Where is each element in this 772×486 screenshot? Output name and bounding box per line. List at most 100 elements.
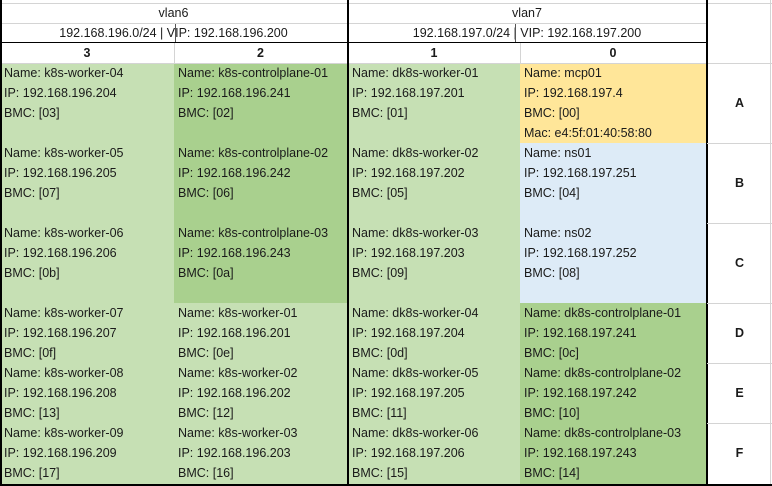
vlan6-header[interactable]: vlan6 <box>158 6 189 20</box>
server-bmc-text: BMC: [15] <box>352 466 408 480</box>
server-name-text: Name: dk8s-worker-02 <box>352 146 479 160</box>
grid-line <box>0 23 706 24</box>
server-block-d1[interactable]: Name: dk8s-worker-04 IP: 192.168.197.204 B… <box>348 303 520 363</box>
server-name-text: Name: dk8s-worker-01 <box>352 66 479 80</box>
server-block-f0[interactable]: Name: dk8s-controlplane-03 IP: 192.168.19… <box>520 423 706 485</box>
server-block-f3[interactable]: Name: k8s-worker-09 IP: 192.168.196.209 BM… <box>0 423 174 485</box>
server-ip-text: IP: 192.168.197.251 <box>524 166 637 180</box>
server-block-c2[interactable]: Name: k8s-controlplane-03 IP: 192.168.196… <box>174 223 348 303</box>
server-block-d3[interactable]: Name: k8s-worker-07 IP: 192.168.196.207 BM… <box>0 303 174 363</box>
server-ip-text: IP: 192.168.196.242 <box>178 166 291 180</box>
server-block-d0[interactable]: Name: dk8s-controlplane-01 IP: 192.168.19… <box>520 303 706 363</box>
server-block-e1[interactable]: Name: dk8s-worker-05 IP: 192.168.197.205 B… <box>348 363 520 423</box>
server-block-a2[interactable]: Name: k8s-controlplane-01 IP: 192.168.196… <box>174 63 348 143</box>
server-name-text: Name: dk8s-controlplane-01 <box>524 306 682 320</box>
server-bmc-text: BMC: [03] <box>4 106 60 120</box>
server-bmc-text: BMC: [0a] <box>178 266 234 280</box>
server-name-text: Name: ns01 <box>524 146 592 160</box>
vlan7-subnet[interactable]: 192.168.197.0/24 | VIP: 192.168.197.200 <box>412 26 642 40</box>
server-block-b1[interactable]: Name: dk8s-worker-02 IP: 192.168.197.202 B… <box>348 143 520 223</box>
server-ip-text: IP: 192.168.197.203 <box>352 246 465 260</box>
server-block-a0[interactable]: Name: mcp01 IP: 192.168.197.4 BMC: [00] Mac… <box>520 63 706 143</box>
server-name-text: Name: dk8s-controlplane-03 <box>524 426 682 440</box>
server-block-a1[interactable]: Name: dk8s-worker-01 IP: 192.168.197.201 B… <box>348 63 520 143</box>
server-block-c0[interactable]: Name: ns02 IP: 192.168.197.252 BMC: [08] <box>520 223 706 303</box>
server-bmc-text: BMC: [02] <box>178 106 234 120</box>
server-name-text: Name: dk8s-controlplane-02 <box>524 366 682 380</box>
server-bmc-text: BMC: [16] <box>178 466 234 480</box>
server-mac-text: Mac: e4:5f:01:40:58:80 <box>524 126 652 140</box>
server-ip-text: IP: 192.168.197.206 <box>352 446 465 460</box>
row-label-e[interactable]: E <box>735 386 744 400</box>
server-block-b3[interactable]: Name: k8s-worker-05 IP: 192.168.196.205 BM… <box>0 143 174 223</box>
server-name-text: Name: dk8s-worker-03 <box>352 226 479 240</box>
grid-line <box>707 303 772 304</box>
row-label-d[interactable]: D <box>734 326 745 340</box>
server-ip-text: IP: 192.168.197.205 <box>352 386 465 400</box>
server-ip-text: IP: 192.168.197.242 <box>524 386 637 400</box>
server-bmc-text: BMC: [11] <box>352 406 407 420</box>
server-ip-text: IP: 192.168.196.207 <box>4 326 117 340</box>
server-block-e3[interactable]: Name: k8s-worker-08 IP: 192.168.196.208 BM… <box>0 363 174 423</box>
server-bmc-text: BMC: [10] <box>524 406 580 420</box>
server-ip-text: IP: 192.168.196.203 <box>178 446 291 460</box>
server-block-a3[interactable]: Name: k8s-worker-04 IP: 192.168.196.204 BM… <box>0 63 174 143</box>
server-name-text: Name: k8s-worker-08 <box>4 366 124 380</box>
server-name-text: Name: k8s-worker-02 <box>178 366 298 380</box>
server-ip-text: IP: 192.168.196.241 <box>178 86 291 100</box>
server-block-b2[interactable]: Name: k8s-controlplane-02 IP: 192.168.196… <box>174 143 348 223</box>
server-block-f2[interactable]: Name: k8s-worker-03 IP: 192.168.196.203 BM… <box>174 423 348 485</box>
server-bmc-text: BMC: [0e] <box>178 346 234 360</box>
server-bmc-text: BMC: [14] <box>524 466 580 480</box>
vlan7-header[interactable]: vlan7 <box>512 6 542 20</box>
server-bmc-text: BMC: [0c] <box>524 346 579 360</box>
server-block-e0[interactable]: Name: dk8s-controlplane-02 IP: 192.168.19… <box>520 363 706 423</box>
server-ip-text: IP: 192.168.196.208 <box>4 386 117 400</box>
server-ip-text: IP: 192.168.197.204 <box>352 326 465 340</box>
column-index-0[interactable]: 0 <box>609 46 617 60</box>
server-block-e2[interactable]: Name: k8s-worker-02 IP: 192.168.196.202 BM… <box>174 363 348 423</box>
grid-line <box>0 484 772 486</box>
server-name-text: Name: dk8s-worker-04 <box>352 306 479 320</box>
server-name-text: Name: k8s-worker-01 <box>178 306 298 320</box>
server-bmc-text: BMC: [12] <box>178 406 234 420</box>
server-ip-text: IP: 192.168.196.205 <box>4 166 117 180</box>
row-label-c[interactable]: C <box>734 256 745 270</box>
column-index-1[interactable]: 1 <box>430 46 438 60</box>
server-name-text: Name: k8s-worker-06 <box>4 226 124 240</box>
server-name-text: Name: k8s-worker-03 <box>178 426 298 440</box>
server-ip-text: IP: 192.168.197.243 <box>524 446 637 460</box>
server-name-text: Name: dk8s-worker-05 <box>352 366 479 380</box>
server-name-text: Name: mcp01 <box>524 66 602 80</box>
server-block-f1[interactable]: Name: dk8s-worker-06 IP: 192.168.197.206 B… <box>348 423 520 485</box>
server-bmc-text: BMC: [0f] <box>4 346 57 360</box>
server-block-c3[interactable]: Name: k8s-worker-06 IP: 192.168.196.206 BM… <box>0 223 174 303</box>
column-index-2[interactable]: 2 <box>257 46 264 60</box>
row-label-f[interactable]: F <box>735 446 744 460</box>
server-ip-text: IP: 192.168.197.241 <box>524 326 637 340</box>
server-block-c1[interactable]: Name: dk8s-worker-03 IP: 192.168.197.203 B… <box>348 223 520 303</box>
server-bmc-text: BMC: [09] <box>352 266 408 280</box>
grid-line <box>0 0 2 486</box>
server-bmc-text: BMC: [08] <box>524 266 580 280</box>
server-bmc-text: BMC: [0d] <box>352 346 408 360</box>
grid-line <box>707 363 772 364</box>
grid-line <box>520 43 521 63</box>
server-block-b0[interactable]: Name: ns01 IP: 192.168.197.251 BMC: [04] <box>520 143 706 223</box>
server-block-d2[interactable]: Name: k8s-worker-01 IP: 192.168.196.201 BM… <box>174 303 348 363</box>
grid-line <box>0 3 772 4</box>
server-name-text: Name: k8s-worker-04 <box>4 66 124 80</box>
grid-line <box>175 24 176 42</box>
server-name-text: Name: dk8s-worker-06 <box>352 426 479 440</box>
row-label-a[interactable]: A <box>734 96 745 110</box>
server-ip-text: IP: 192.168.196.204 <box>4 86 117 100</box>
server-name-text: Name: k8s-worker-09 <box>4 426 124 440</box>
server-bmc-text: BMC: [01] <box>352 106 408 120</box>
row-label-b[interactable]: B <box>734 176 745 190</box>
grid-line <box>770 0 771 486</box>
vlan6-subnet[interactable]: 192.168.196.0/24 | VIP: 192.168.196.200 <box>59 26 288 40</box>
server-ip-text: IP: 192.168.196.201 <box>178 326 291 340</box>
server-bmc-text: BMC: [17] <box>4 466 60 480</box>
server-bmc-text: BMC: [07] <box>4 186 60 200</box>
column-index-3[interactable]: 3 <box>83 46 91 60</box>
